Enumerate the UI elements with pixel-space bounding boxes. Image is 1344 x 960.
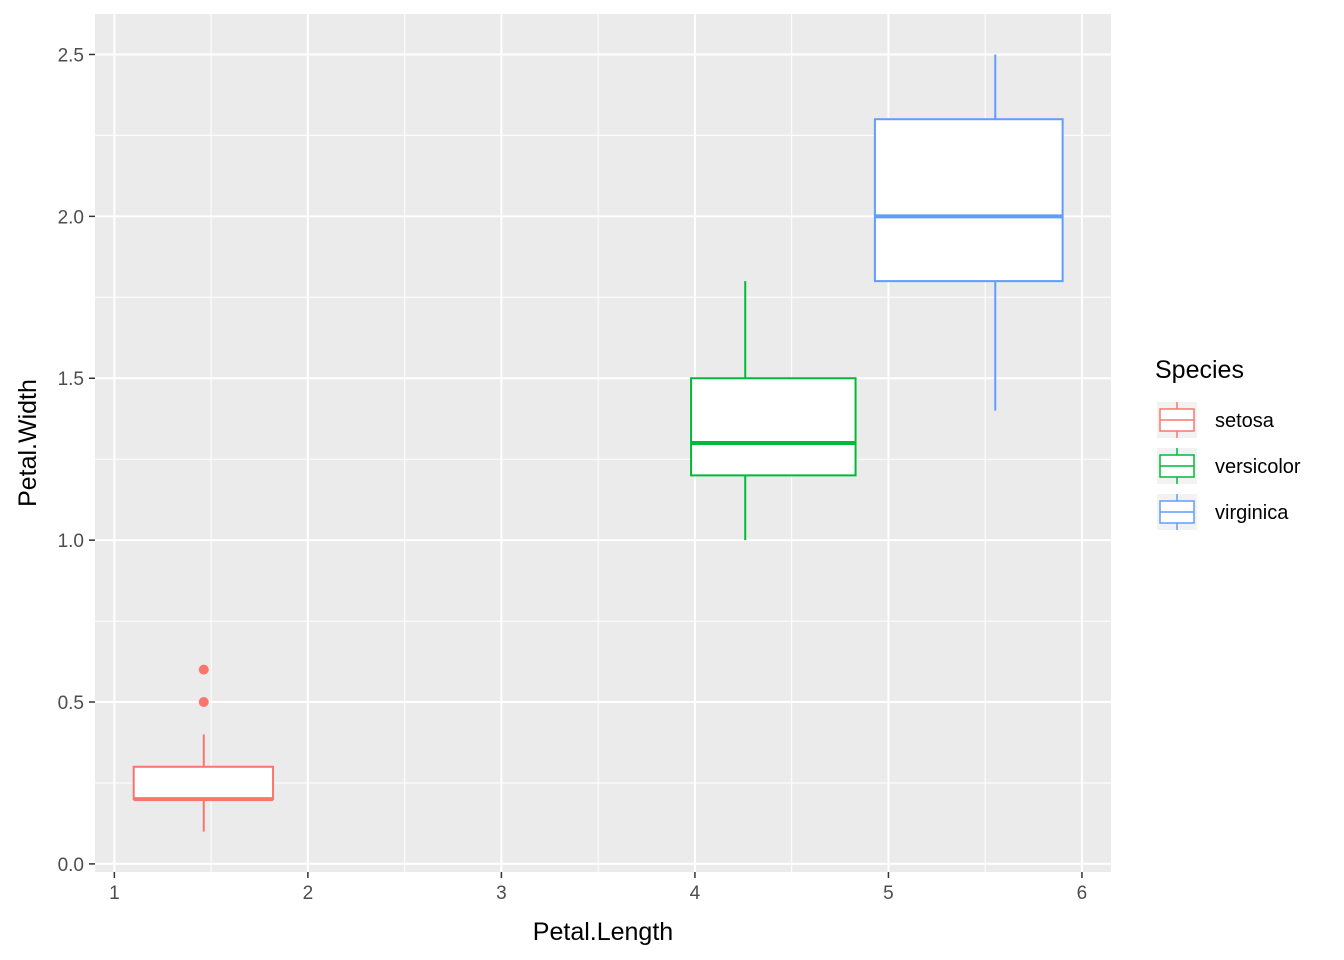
legend-item-setosa: setosa — [1157, 402, 1275, 438]
y-tick-label: 1.5 — [58, 369, 84, 390]
y-axis-title: Petal.Width — [14, 379, 42, 507]
y-tick-label: 2.0 — [58, 207, 84, 228]
legend-item-virginica: virginica — [1157, 494, 1289, 530]
y-axis: 0.0 0.5 1.0 1.5 2.0 2.5 — [58, 45, 95, 876]
legend-label: setosa — [1215, 410, 1275, 432]
x-tick-label: 1 — [109, 883, 120, 904]
x-tick-label: 5 — [883, 883, 894, 904]
box-iqr — [132, 765, 275, 801]
legend-label: versicolor — [1215, 456, 1301, 478]
outlier-point — [198, 697, 209, 708]
x-tick-label: 2 — [303, 883, 314, 904]
y-tick-label: 0.0 — [58, 855, 84, 876]
box-iqr — [690, 377, 857, 477]
boxes — [132, 54, 1064, 832]
legend-title: Species — [1155, 356, 1244, 384]
y-tick-label: 1.0 — [58, 531, 84, 552]
outlier-point — [198, 664, 209, 675]
x-axis-title: Petal.Length — [533, 918, 673, 946]
box-virginica — [873, 54, 1064, 411]
box-iqr — [873, 118, 1064, 283]
legend-label: virginica — [1215, 502, 1289, 524]
legend-item-versicolor: versicolor — [1157, 448, 1301, 484]
x-tick-label: 6 — [1077, 883, 1088, 904]
box-versicolor — [690, 281, 857, 541]
legend: Species setosa versicolor virginica — [1155, 356, 1301, 530]
x-tick-label: 3 — [496, 883, 507, 904]
x-axis: 1 2 3 4 5 6 — [109, 872, 1087, 904]
y-tick-label: 0.5 — [58, 693, 84, 714]
box-setosa — [132, 664, 275, 832]
y-tick-label: 2.5 — [58, 45, 84, 66]
x-tick-label: 4 — [690, 883, 701, 904]
